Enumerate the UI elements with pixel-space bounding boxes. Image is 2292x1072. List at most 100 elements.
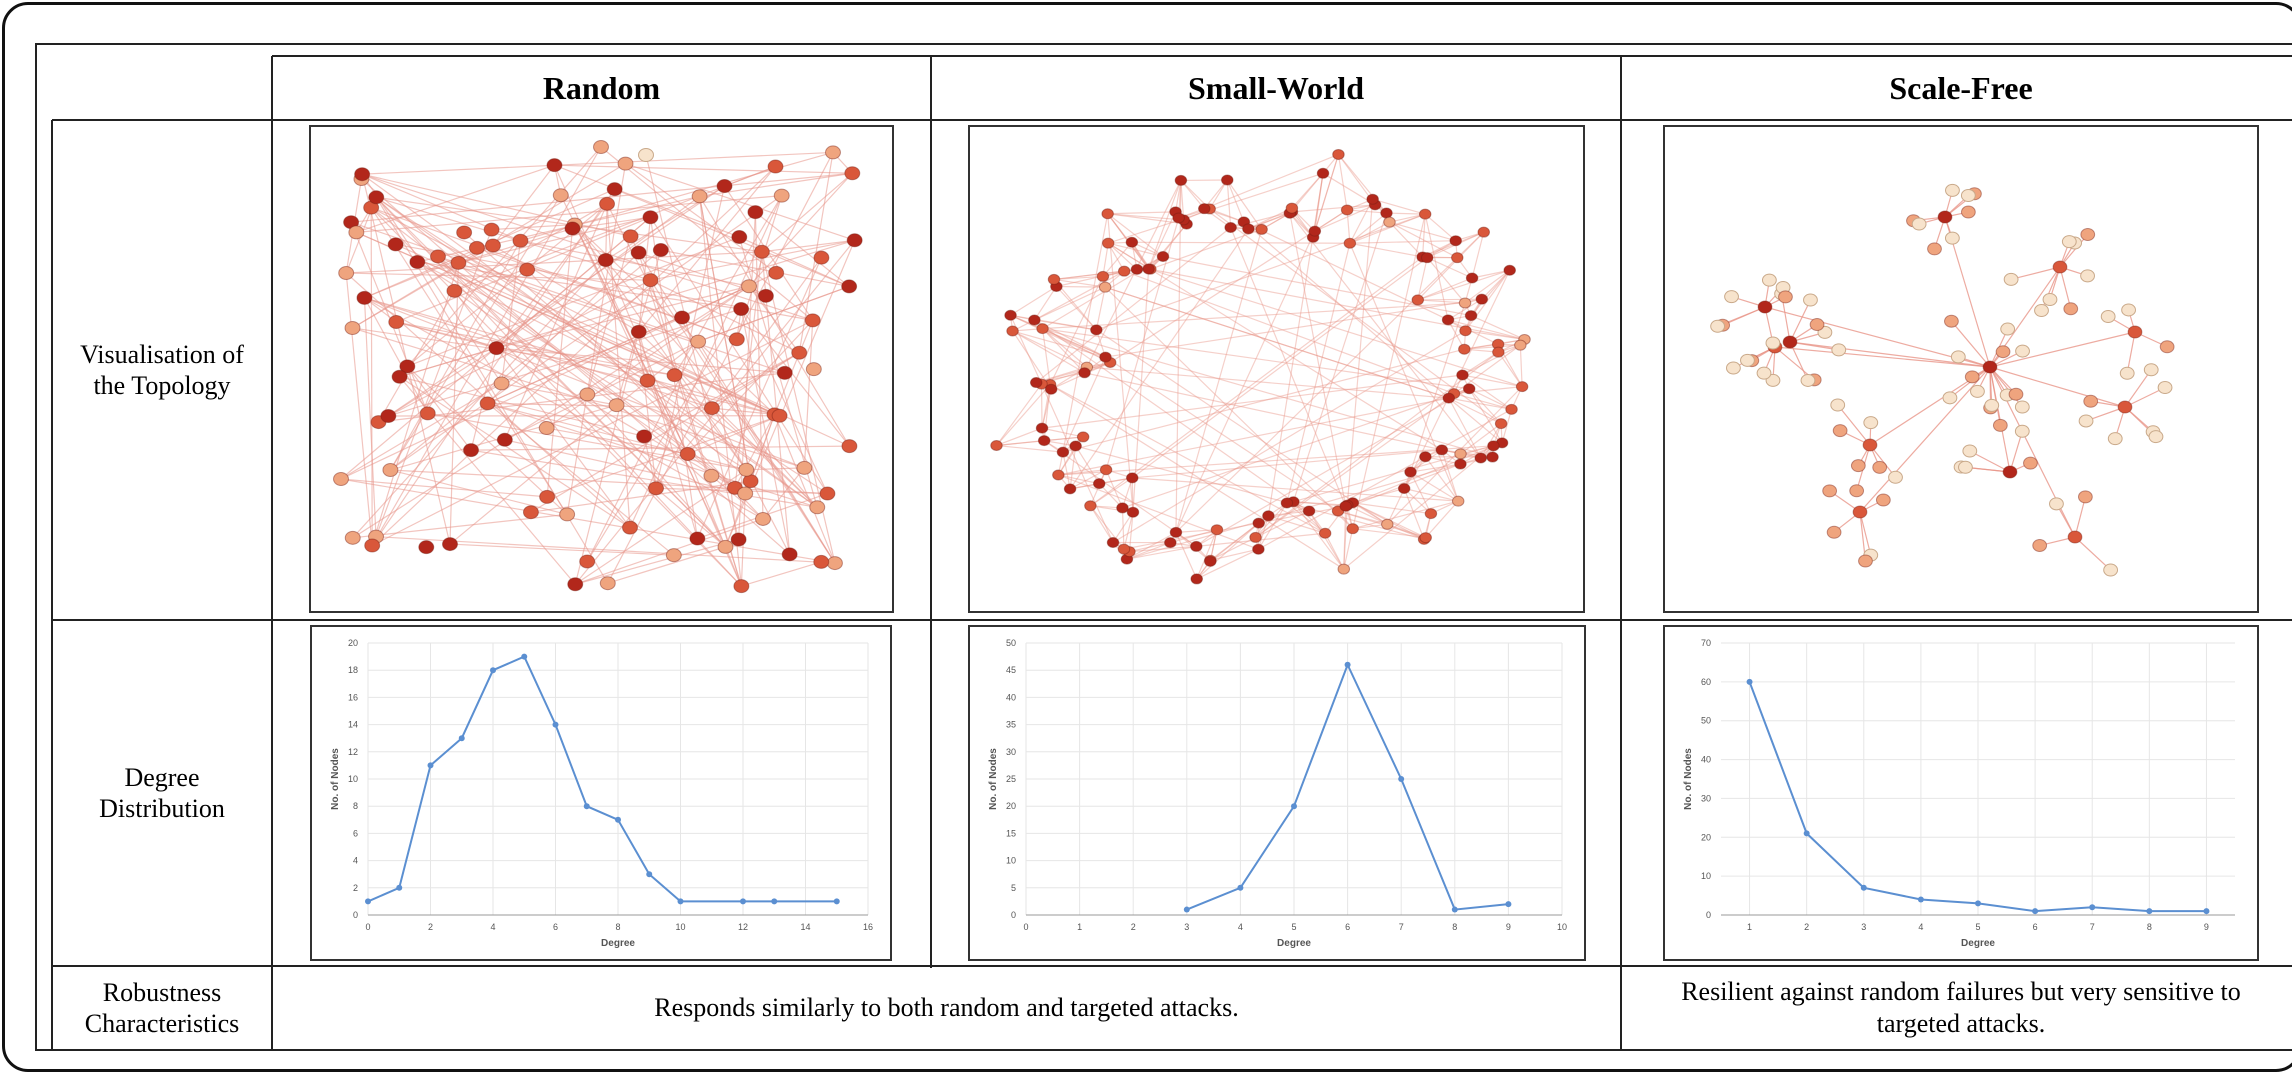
- graph-node: [1165, 538, 1177, 548]
- graph-edge: [675, 196, 782, 376]
- graph-node: [451, 256, 466, 269]
- y-tick-label: 16: [348, 692, 358, 702]
- x-axis-label: Degree: [1961, 938, 1995, 949]
- graph-node: [1118, 544, 1130, 554]
- graph-node: [1516, 382, 1528, 392]
- data-point: [1975, 900, 1981, 906]
- graph-node: [431, 250, 446, 263]
- graph-node: [680, 447, 695, 460]
- graph-node: [355, 168, 370, 181]
- graph-node: [1340, 501, 1352, 511]
- graph-node: [806, 363, 821, 376]
- graph-node: [609, 399, 624, 412]
- graph-edge: [1105, 287, 1353, 529]
- data-point: [1184, 907, 1190, 913]
- graph-node: [1943, 392, 1957, 404]
- graph-node: [842, 440, 857, 453]
- graph-node: [1286, 203, 1298, 213]
- x-tick-label: 6: [1345, 922, 1350, 932]
- x-tick-label: 2: [1804, 922, 1809, 932]
- y-tick-label: 70: [1701, 638, 1711, 648]
- graph-node: [1382, 519, 1394, 529]
- graph-node: [1475, 453, 1487, 463]
- graph-node: [1048, 274, 1060, 284]
- data-point: [1804, 830, 1810, 836]
- y-tick-label: 14: [348, 720, 358, 730]
- graph-node: [623, 521, 638, 534]
- graph-node: [631, 325, 646, 338]
- graph-edge: [1309, 511, 1344, 569]
- graph-node: [339, 267, 354, 280]
- topology-small-world-panel: [968, 125, 1585, 613]
- data-point: [490, 667, 496, 673]
- graph-node: [1779, 291, 1793, 303]
- graph-node: [345, 531, 360, 544]
- graph-node: [1079, 368, 1091, 378]
- graph-node: [653, 244, 668, 257]
- graph-node: [1243, 224, 1255, 234]
- graph-node: [1222, 175, 1234, 185]
- graph-node: [1127, 507, 1139, 517]
- graph-node: [1993, 419, 2007, 431]
- y-tick-label: 45: [1006, 665, 1016, 675]
- graph-edge: [1105, 287, 1449, 398]
- graph-node: [1341, 205, 1353, 215]
- random-edges: [341, 147, 855, 586]
- random-network-graph: [311, 127, 892, 611]
- graph-node: [1225, 222, 1237, 232]
- graph-node: [756, 512, 771, 525]
- scale-free-network-graph: [1665, 127, 2257, 611]
- graph-node: [607, 183, 622, 196]
- graph-node: [1344, 238, 1356, 248]
- graph-node: [1029, 315, 1041, 325]
- graph-node: [1117, 503, 1129, 513]
- graph-node: [847, 234, 862, 247]
- graph-node: [539, 422, 554, 435]
- graph-node: [2144, 364, 2158, 376]
- graph-node: [1007, 326, 1019, 336]
- graph-node: [389, 316, 404, 329]
- graph-node: [2043, 293, 2057, 305]
- data-point: [2089, 904, 2095, 910]
- graph-node: [2079, 415, 2093, 427]
- y-tick-label: 4: [353, 856, 358, 866]
- scale-free-nodes: [1711, 184, 2174, 576]
- graph-node: [631, 246, 646, 259]
- graph-node: [1093, 479, 1105, 489]
- graph-edge: [1108, 243, 1442, 450]
- header-scale-free: Scale-Free: [1621, 56, 2292, 120]
- data-point: [678, 898, 684, 904]
- x-tick-label: 10: [1557, 922, 1567, 932]
- graph-node: [2003, 466, 2017, 478]
- graph-node: [2024, 457, 2038, 469]
- data-point: [646, 871, 652, 877]
- graph-edge: [450, 544, 674, 555]
- graph-node: [1191, 541, 1203, 551]
- graph-node: [758, 289, 773, 302]
- y-tick-label: 2: [353, 883, 358, 893]
- y-tick-label: 18: [348, 665, 358, 675]
- row-label-degree-text: Degree Distribution: [99, 762, 225, 824]
- graph-node: [464, 444, 479, 457]
- y-tick-label: 12: [348, 747, 358, 757]
- graph-node: [1762, 274, 1776, 286]
- graph-node: [1983, 361, 1997, 373]
- graph-node: [1996, 346, 2010, 358]
- graph-node: [1173, 213, 1185, 223]
- graph-node: [357, 291, 372, 304]
- graph-node: [820, 487, 835, 500]
- y-tick-label: 0: [1011, 910, 1016, 920]
- data-point: [1452, 907, 1458, 913]
- graph-node: [643, 211, 658, 224]
- data-point: [553, 722, 559, 728]
- graph-edge: [749, 173, 852, 286]
- graph-node: [1506, 404, 1518, 414]
- graph-node: [2128, 326, 2142, 338]
- data-point: [428, 762, 434, 768]
- graph-node: [349, 226, 364, 239]
- graph-node: [782, 548, 797, 561]
- graph-node: [568, 578, 583, 591]
- graph-edge: [400, 377, 630, 528]
- graph-node: [598, 253, 613, 266]
